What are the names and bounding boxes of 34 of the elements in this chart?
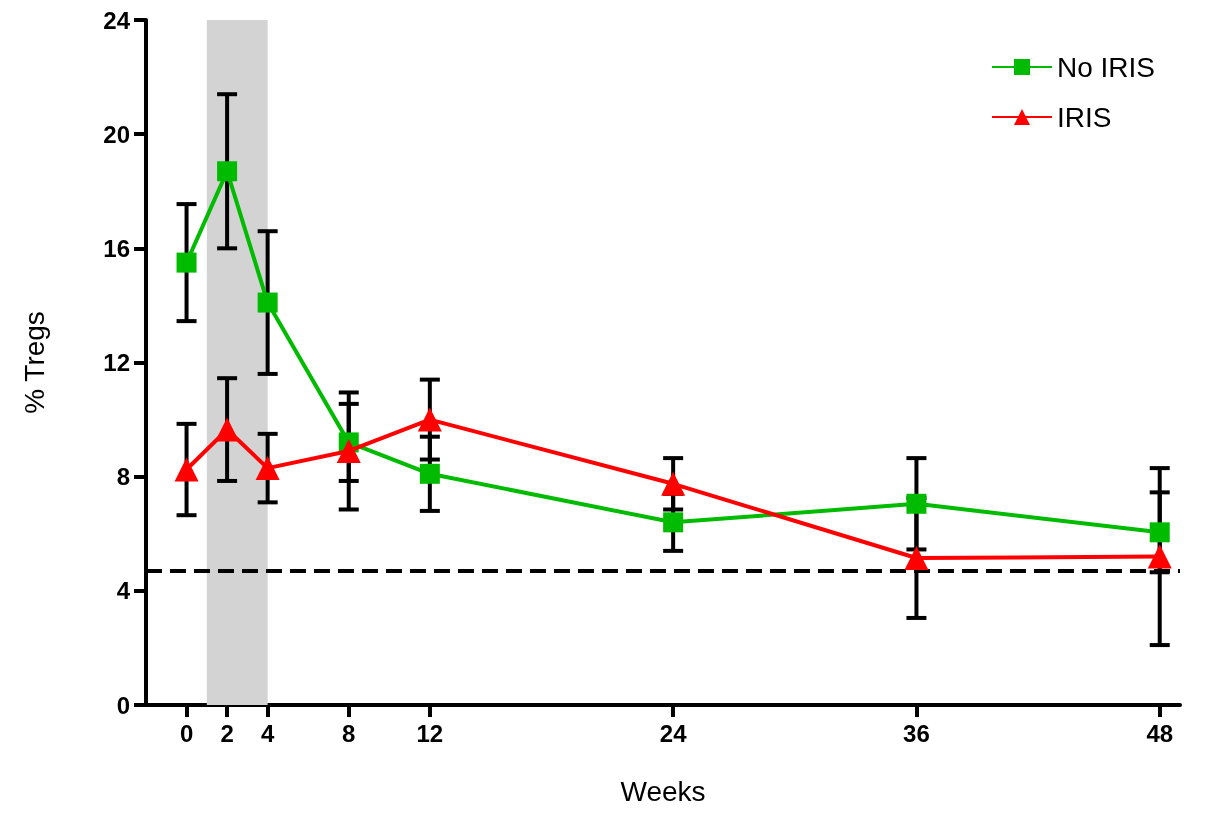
point xyxy=(906,493,927,514)
x-axis-title: Weeks xyxy=(620,775,706,807)
y-tick-label: 12 xyxy=(103,349,130,376)
point xyxy=(417,407,442,432)
x-tick-label: 24 xyxy=(659,719,688,747)
point xyxy=(661,471,686,496)
point xyxy=(257,292,278,313)
x-tick-label: 0 xyxy=(179,719,194,747)
point xyxy=(1149,522,1170,543)
x-tick-label: 8 xyxy=(342,719,356,747)
legend-label: IRIS xyxy=(1056,101,1112,133)
point xyxy=(419,463,440,484)
point xyxy=(1147,544,1172,569)
point xyxy=(176,252,197,273)
x-tick-label: 12 xyxy=(416,719,444,747)
x-tick-label: 48 xyxy=(1146,719,1174,747)
x-tick-label: 4 xyxy=(260,719,275,747)
y-axis-title: % Tregs xyxy=(18,311,50,414)
legend-label: No IRIS xyxy=(1056,51,1155,83)
point xyxy=(174,457,199,482)
point xyxy=(336,438,361,463)
point xyxy=(663,512,684,533)
point xyxy=(255,456,280,481)
point xyxy=(217,161,238,182)
x-tick-label: 2 xyxy=(220,719,234,747)
y-tick-label: 16 xyxy=(103,234,130,262)
y-tick-label: 4 xyxy=(116,577,131,605)
point xyxy=(215,417,240,442)
y-tick-label: 20 xyxy=(103,120,130,148)
y-tick-label: 0 xyxy=(116,691,130,719)
y-tick-label: 24 xyxy=(103,6,131,34)
y-tick-label: 8 xyxy=(116,463,130,491)
x-tick-label: 36 xyxy=(903,719,930,747)
point xyxy=(904,546,929,571)
